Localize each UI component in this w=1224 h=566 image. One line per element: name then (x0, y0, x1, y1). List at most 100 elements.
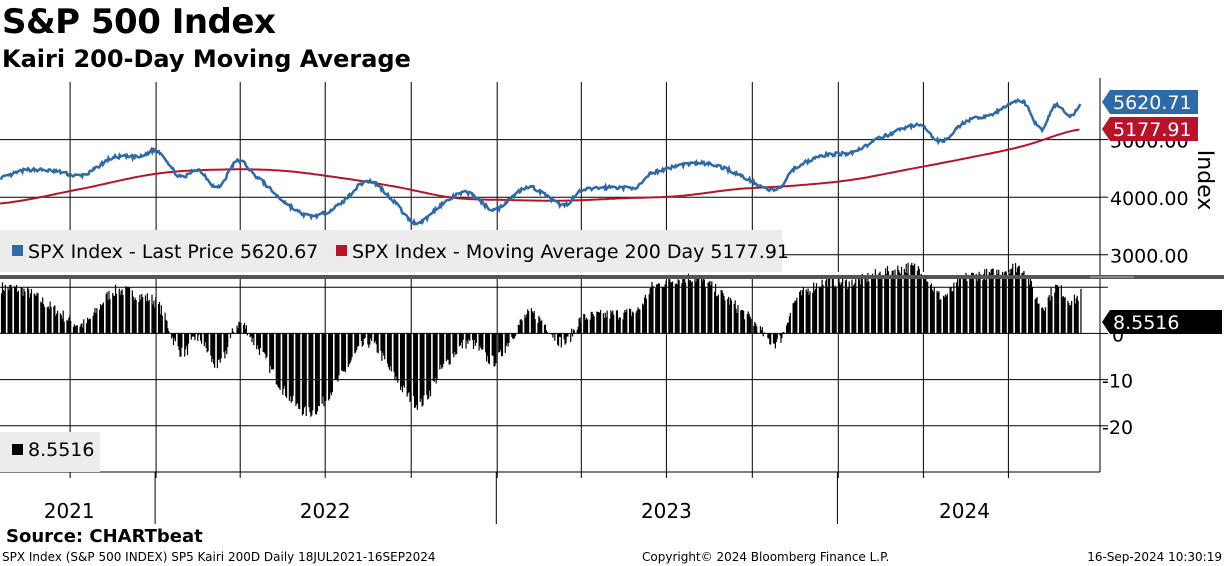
kairi-bar (1055, 284, 1057, 334)
kairi-bar (277, 333, 279, 387)
kairi-bar (442, 333, 445, 364)
kairi-bar (625, 311, 627, 334)
kairi-bar (624, 309, 626, 334)
kairi-bar (945, 296, 947, 334)
kairi-bar (42, 304, 45, 334)
kairi-bar (519, 319, 521, 334)
kairi-bar (642, 304, 645, 334)
kairi-bar (873, 275, 876, 334)
kairi-bar (754, 321, 756, 334)
kairi-bar (192, 333, 194, 336)
kairi-bar (272, 333, 275, 370)
kairi-bar (360, 333, 362, 341)
kairi-bar (913, 265, 915, 334)
kairi-bar (429, 333, 432, 397)
kairi-bar (276, 333, 278, 385)
kairi-bar (386, 333, 389, 364)
kairi-bar (684, 278, 686, 334)
kairi-bar (22, 295, 24, 334)
kairi-bar (344, 333, 347, 373)
kairi-bar (157, 304, 160, 334)
kairi-bar (9, 284, 11, 334)
kairi-bar (473, 333, 476, 340)
kairi-bar (966, 281, 968, 334)
kairi-bar (436, 333, 438, 380)
kairi-bar (746, 313, 748, 334)
kairi-bar (35, 296, 37, 334)
kairi-bar (1024, 276, 1026, 334)
kairi-bar (2, 290, 4, 334)
kairi-bar (747, 311, 749, 334)
kairi-bar (303, 333, 305, 408)
kairi-bar (191, 333, 193, 337)
kairi-bar (55, 315, 57, 334)
kairi-bar (160, 305, 162, 334)
kairi-bar (410, 333, 412, 401)
kairi-bar (416, 333, 419, 410)
kairi-bar (996, 269, 998, 334)
kairi-bar (337, 333, 339, 382)
kairi-bar (54, 305, 56, 334)
kairi-bar (62, 310, 64, 334)
kairi-bar (664, 284, 666, 334)
kairi-bar (720, 290, 722, 334)
kairi-bar (1025, 275, 1027, 334)
kairi-bar (949, 287, 951, 334)
kairi-bar (749, 316, 751, 334)
kairi-bar (540, 320, 542, 334)
kairi-bar (789, 312, 791, 334)
kairi-bar (347, 333, 349, 368)
kairi-bar (943, 297, 946, 334)
kairi-bar (599, 312, 601, 334)
kairi-bar (135, 300, 137, 334)
kairi-bar (937, 292, 939, 334)
kairi-bar (380, 333, 382, 351)
kairi-bar (219, 333, 221, 363)
kairi-bar (525, 317, 527, 334)
footer-timestamp: 16-Sep-2024 10:30:19 (1087, 550, 1222, 564)
kairi-bar (322, 333, 324, 397)
kairi-bar (676, 284, 678, 334)
kairi-bar (1015, 272, 1018, 334)
kairi-bar (583, 313, 585, 334)
kairi-bar (809, 291, 811, 334)
kairi-bar (70, 320, 72, 334)
kairi-bar (708, 282, 710, 334)
kairi-bar (474, 333, 476, 346)
kairi-bar (988, 271, 990, 334)
kairi-bar (122, 294, 124, 334)
kairi-bar (690, 282, 692, 334)
kairi-bar (616, 310, 619, 334)
kairi-bar (33, 293, 35, 334)
kairi-bar (593, 316, 595, 334)
kairi-bar (991, 268, 993, 334)
kairi-bar (370, 333, 372, 339)
kairi-bar (521, 320, 523, 334)
kairi-bar (564, 333, 566, 345)
kairi-bar (491, 333, 493, 356)
kairi-bar (841, 282, 843, 334)
kairi-bar (434, 333, 436, 378)
kairi-bar (678, 280, 680, 334)
kairi-bar (682, 276, 684, 334)
kairi-bar (622, 319, 624, 334)
kairi-bar (656, 284, 658, 334)
kairi-bar (262, 333, 264, 352)
kairi-bar (834, 285, 836, 334)
kairi-bar (537, 322, 539, 334)
kairi-bar (486, 333, 489, 356)
kairi-bar (643, 297, 646, 334)
kairi-bar (711, 281, 713, 334)
kairi-bar (851, 279, 853, 334)
kairi-bar (997, 274, 999, 334)
kairi-bar (787, 322, 790, 334)
kairi-bar (821, 279, 823, 334)
kairi-bar (236, 325, 238, 334)
kairi-bar (630, 316, 633, 334)
kairi-bar (351, 333, 353, 358)
kairi-bar (194, 333, 196, 341)
kairi-bar (755, 323, 757, 334)
kairi-bar (334, 333, 336, 380)
kairi-bar (590, 311, 592, 334)
kairi-bar (860, 274, 862, 334)
